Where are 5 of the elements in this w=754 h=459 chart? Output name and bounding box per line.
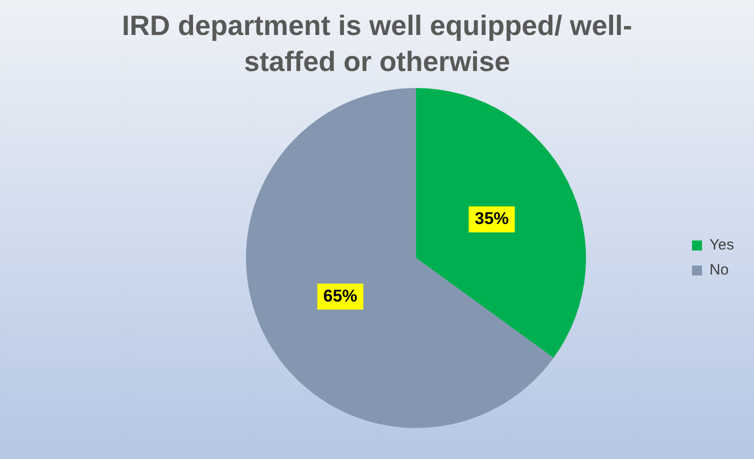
chart-title: IRD department is well equipped/ well-staffed or otherwise: [120, 9, 634, 79]
legend-label: No: [710, 262, 729, 279]
data-label: 65%: [323, 286, 358, 306]
legend-label: Yes: [710, 236, 734, 254]
data-label: 35%: [474, 209, 509, 228]
